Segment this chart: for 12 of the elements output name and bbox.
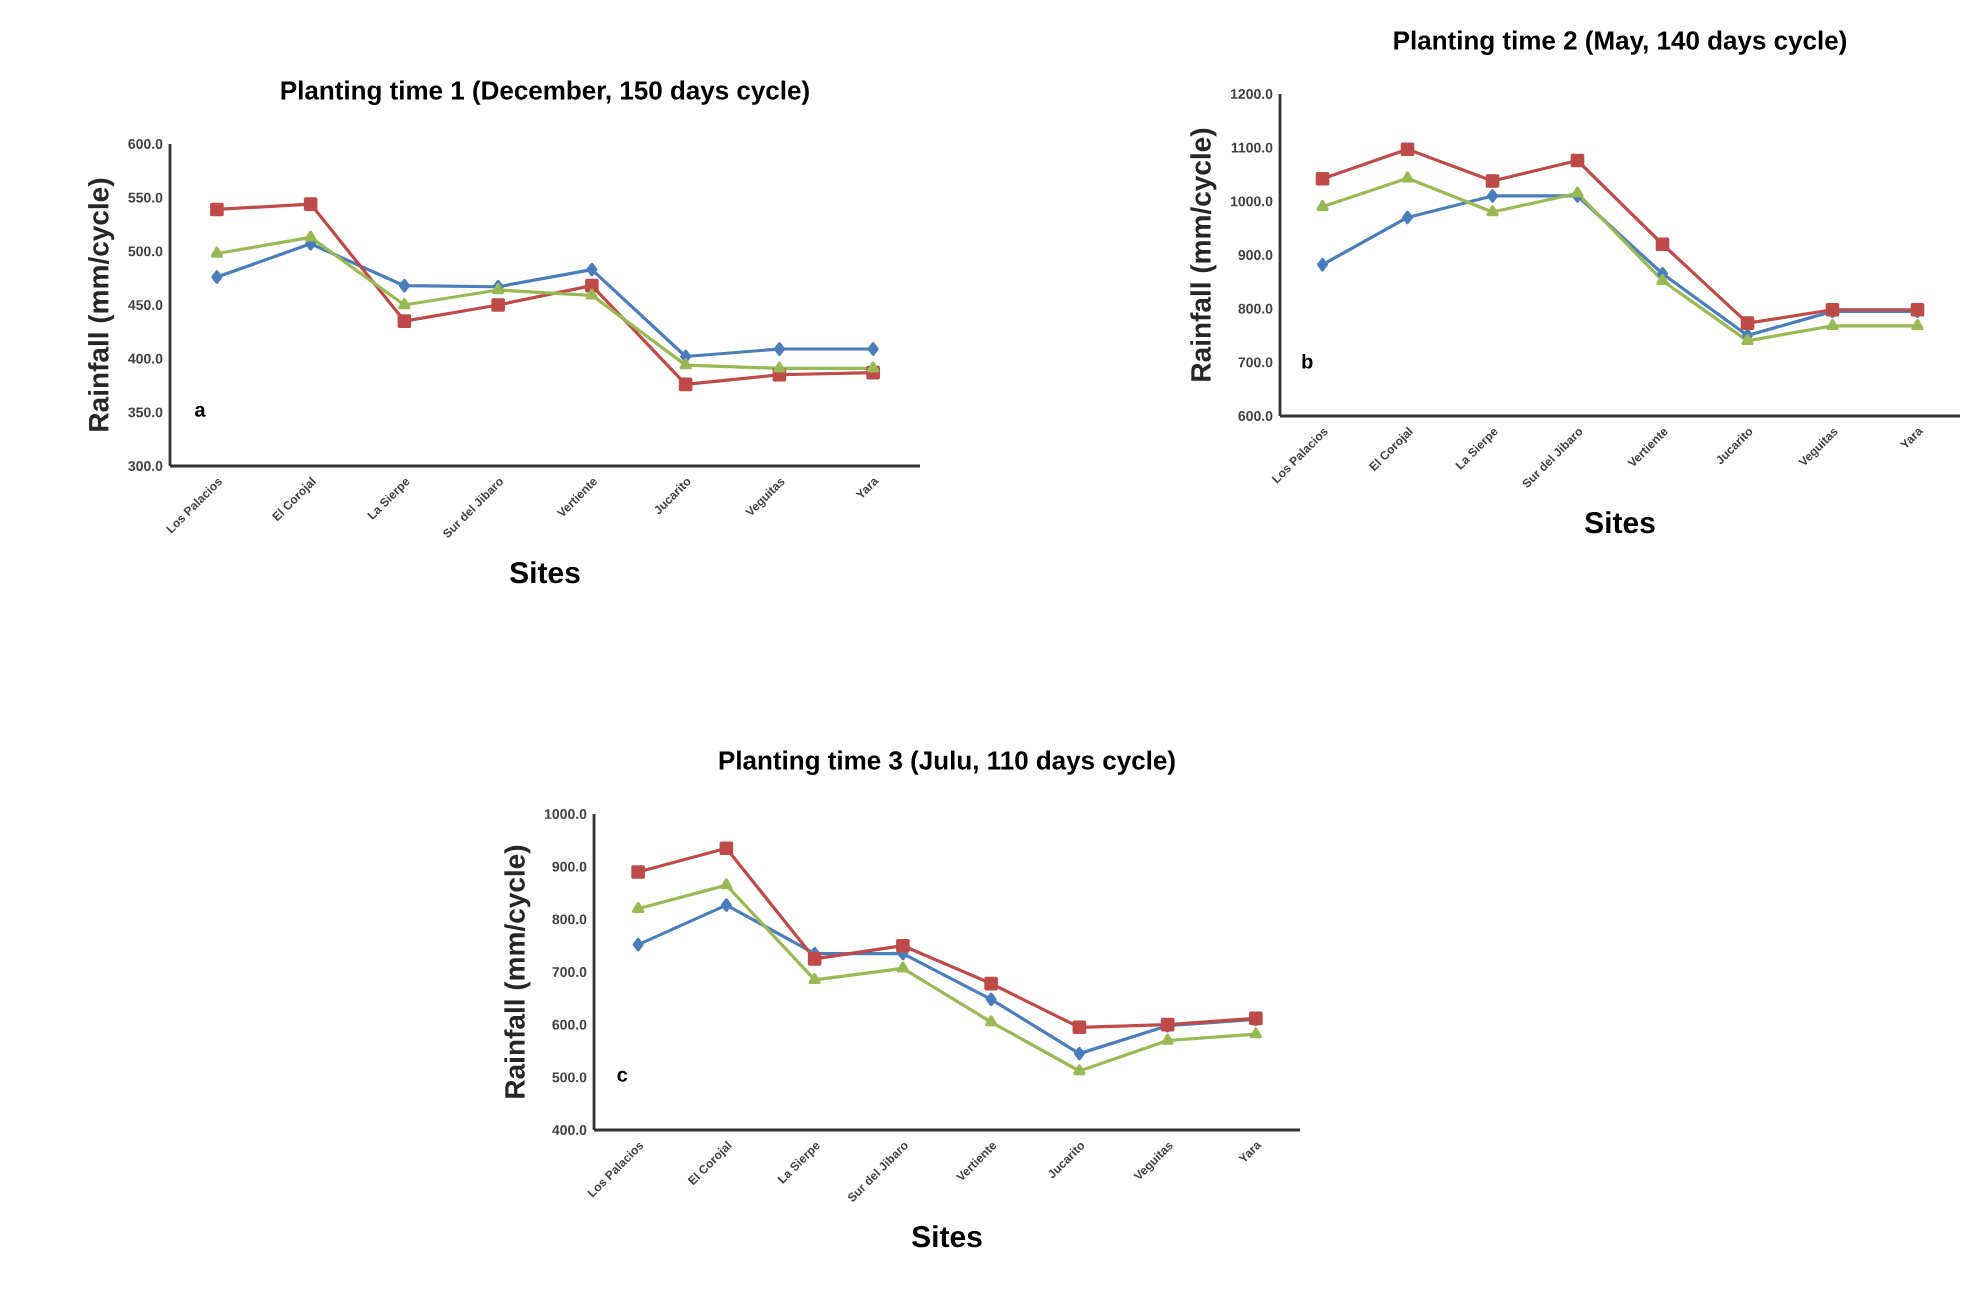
y-axis-title: Rainfall (mm/cycle) <box>1190 128 1217 381</box>
chart-title: Planting time 2 (May, 140 days cycle) <box>1394 30 1847 55</box>
y-axis-title: Rainfall (mm/cycle) <box>504 845 531 1098</box>
annotation: b <box>1302 353 1313 369</box>
annotation: c <box>617 1070 628 1082</box>
y-axis-title: Rainfall (mm/cycle) <box>88 178 115 431</box>
chart-title: Planting time 1 (December, 150 days cycle) <box>281 80 809 105</box>
annotation: a <box>195 405 206 417</box>
chart-title: Planting time 3 (Julu, 110 days cycle) <box>719 750 1175 775</box>
x-axis-title: Sites <box>912 1225 982 1248</box>
x-axis-title: Sites <box>1585 511 1655 534</box>
x-axis-title: Sites <box>510 561 580 584</box>
